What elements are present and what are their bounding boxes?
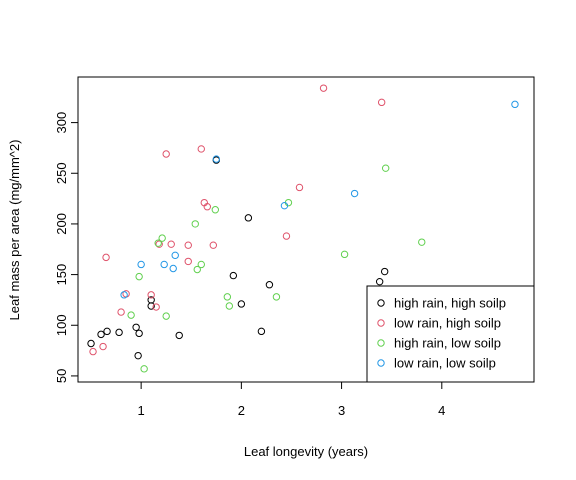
data-point bbox=[127, 311, 135, 319]
data-point bbox=[381, 164, 390, 172]
data-point bbox=[225, 302, 234, 310]
y-axis: 50 100 150 200 250 300 bbox=[54, 112, 79, 383]
legend-box bbox=[366, 285, 535, 383]
legend-marker bbox=[377, 359, 385, 367]
legend-label: low rain, high soilp bbox=[394, 316, 501, 331]
data-point bbox=[158, 234, 166, 242]
series-1 bbox=[89, 84, 386, 356]
data-point bbox=[169, 264, 177, 273]
x-tick-label: 2 bbox=[238, 403, 245, 418]
data-point bbox=[120, 291, 128, 299]
y-tick-label: 250 bbox=[54, 162, 69, 184]
data-points bbox=[87, 84, 519, 373]
legend: high rain, high soilp low rain, high soil… bbox=[366, 285, 535, 383]
x-axis-title: Leaf longevity (years) bbox=[244, 444, 368, 459]
legend-label: high rain, high soilp bbox=[394, 296, 506, 311]
data-point bbox=[212, 155, 221, 163]
data-point bbox=[197, 145, 205, 153]
data-point bbox=[117, 308, 125, 316]
data-point bbox=[340, 250, 349, 259]
data-point bbox=[103, 327, 111, 336]
data-point bbox=[272, 293, 281, 301]
data-point bbox=[280, 201, 289, 210]
data-point bbox=[97, 330, 105, 339]
data-point bbox=[167, 240, 175, 248]
y-tick-label: 50 bbox=[54, 369, 69, 383]
data-point bbox=[171, 251, 179, 260]
data-point bbox=[209, 241, 217, 249]
data-point bbox=[237, 300, 246, 308]
data-point bbox=[147, 291, 155, 299]
y-tick-label: 200 bbox=[54, 213, 69, 235]
data-point bbox=[175, 331, 183, 340]
legend-marker bbox=[377, 339, 385, 347]
data-point bbox=[377, 98, 386, 107]
legend-label: high rain, low soilp bbox=[394, 336, 501, 351]
y-tick-label: 300 bbox=[54, 112, 69, 134]
legend-marker bbox=[377, 299, 385, 307]
legend-marker bbox=[377, 319, 385, 327]
data-point bbox=[140, 365, 148, 373]
data-point bbox=[203, 203, 211, 211]
data-point bbox=[115, 328, 123, 337]
data-point bbox=[295, 183, 304, 192]
data-point bbox=[319, 84, 328, 92]
x-tick-label: 1 bbox=[138, 403, 145, 418]
data-point bbox=[135, 329, 143, 338]
x-tick-label: 4 bbox=[438, 403, 445, 418]
data-point bbox=[229, 271, 238, 280]
data-point bbox=[211, 206, 220, 214]
data-point bbox=[102, 253, 110, 262]
data-point bbox=[89, 347, 97, 356]
data-point bbox=[257, 327, 266, 336]
data-point bbox=[265, 281, 274, 289]
data-point bbox=[152, 303, 160, 311]
data-point bbox=[160, 260, 168, 269]
data-point bbox=[137, 260, 145, 269]
series-0 bbox=[87, 156, 389, 360]
data-point bbox=[418, 238, 426, 246]
data-point bbox=[87, 339, 95, 348]
data-point bbox=[197, 260, 205, 269]
data-point bbox=[154, 239, 162, 247]
data-point bbox=[350, 189, 359, 198]
data-point bbox=[375, 277, 384, 286]
legend-label: low rain, low soilp bbox=[394, 356, 496, 371]
y-tick-label: 100 bbox=[54, 314, 69, 336]
data-point bbox=[511, 100, 519, 109]
data-point bbox=[162, 312, 170, 320]
series-3 bbox=[120, 100, 519, 299]
data-point bbox=[99, 342, 107, 351]
data-point bbox=[193, 265, 201, 274]
data-point bbox=[132, 323, 140, 331]
data-point bbox=[223, 293, 232, 301]
y-tick-label: 150 bbox=[54, 264, 69, 286]
data-point bbox=[134, 351, 142, 360]
data-point bbox=[184, 241, 192, 249]
data-point bbox=[191, 220, 199, 228]
data-point bbox=[184, 257, 192, 266]
x-tick-label: 3 bbox=[338, 403, 345, 418]
y-axis-title: Leaf mass per area (mg/mm^2) bbox=[7, 140, 22, 321]
data-point bbox=[155, 240, 163, 248]
data-point bbox=[282, 232, 291, 240]
data-point bbox=[147, 302, 155, 310]
series-2 bbox=[127, 164, 426, 373]
data-point bbox=[380, 267, 389, 276]
data-point bbox=[135, 272, 143, 281]
data-point bbox=[244, 214, 253, 222]
data-point bbox=[162, 150, 170, 158]
